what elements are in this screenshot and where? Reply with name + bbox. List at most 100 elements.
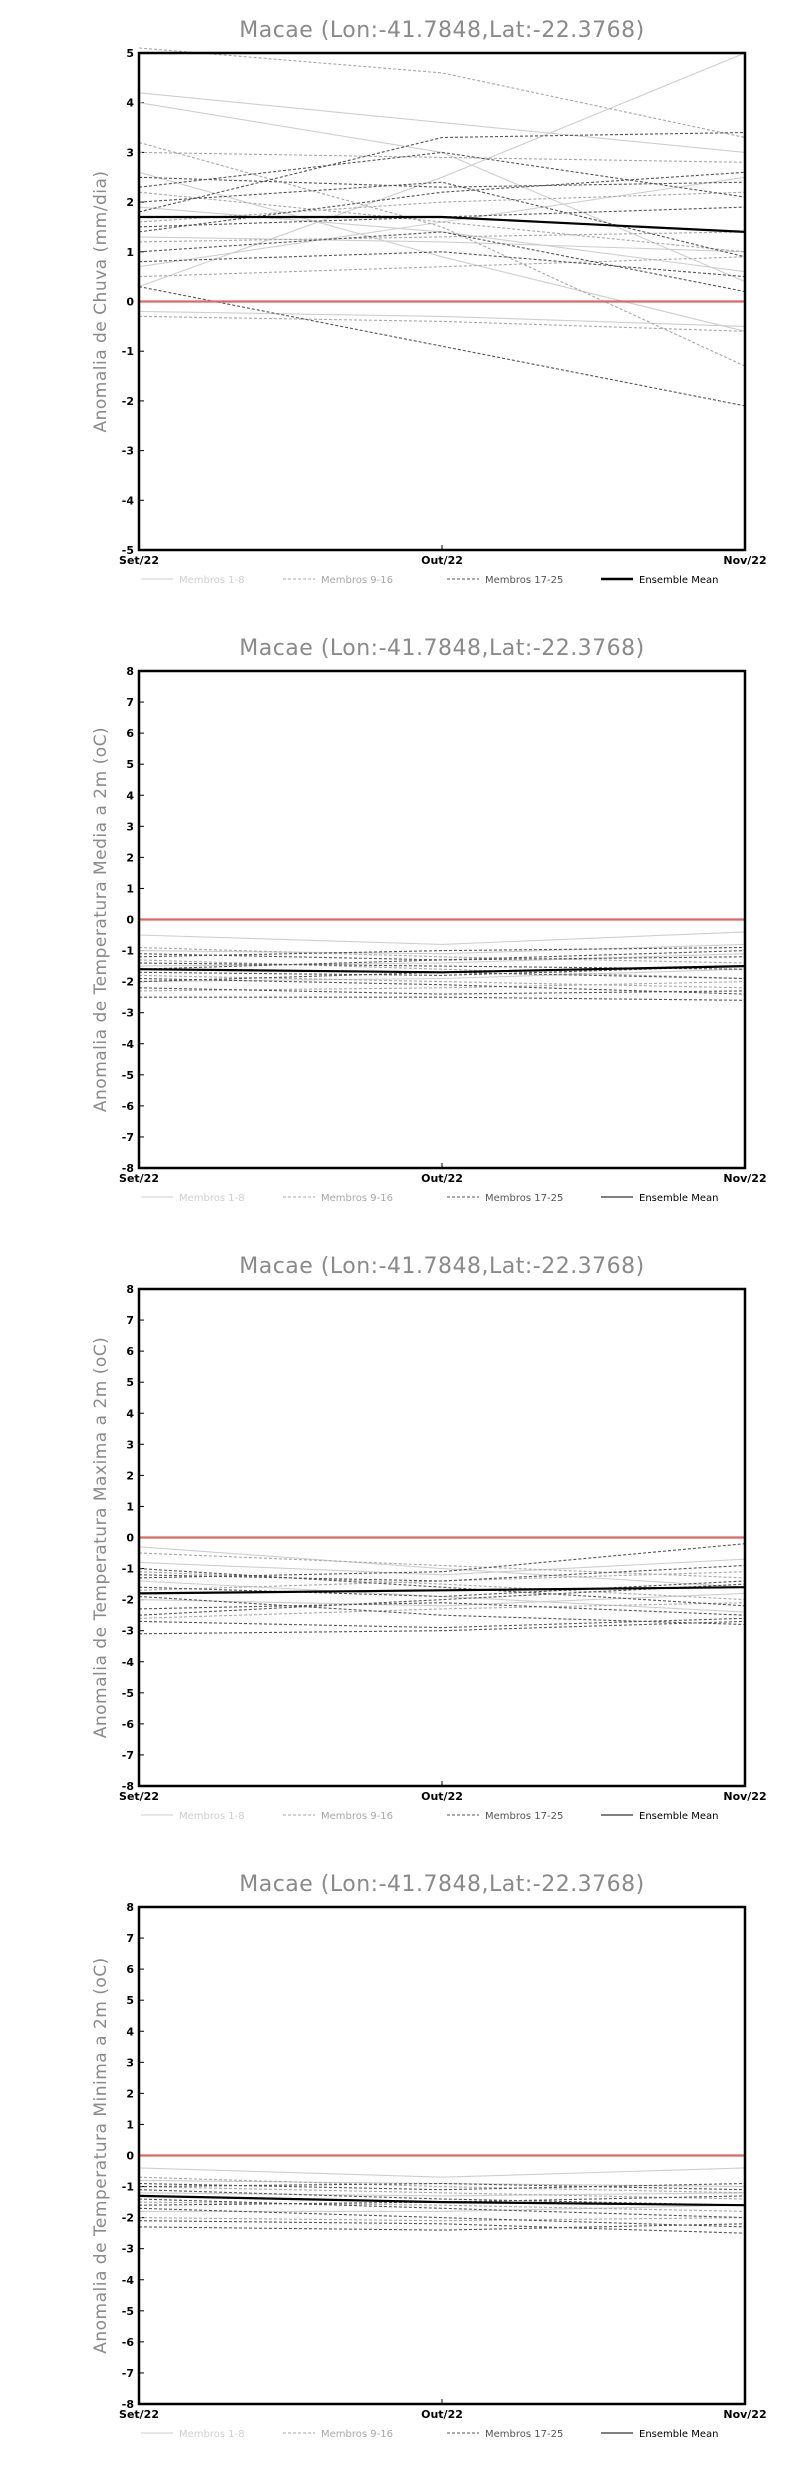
legend-label: Membros 9-16	[321, 2429, 393, 2440]
legend-label: Membros 9-16	[321, 575, 393, 586]
member-line-4	[138, 236, 746, 253]
y-tick-label: 8	[126, 1901, 134, 1914]
y-tick-label: 0	[126, 914, 134, 927]
legend-label: Membros 1-8	[179, 1193, 245, 1204]
ensemble-mean-line	[139, 215, 746, 233]
y-tick-label: 4	[126, 1407, 134, 1420]
member-line-10	[138, 151, 746, 163]
y-tick-label: -7	[122, 1131, 134, 1144]
y-tick-label: -8	[122, 1162, 134, 1175]
member-line-8	[138, 1602, 746, 1619]
chart-title: Macae (Lon:-41.7848,Lat:-22.3768)	[239, 18, 645, 43]
legend-label: Membros 17-25	[485, 1193, 563, 1204]
member-line-7	[138, 1571, 746, 1591]
x-tick-label: Out/22	[421, 554, 463, 567]
y-tick-label: -1	[122, 1563, 134, 1576]
member-line-14	[138, 1617, 746, 1629]
y-tick-label: 0	[126, 1532, 134, 1545]
member-line-3	[138, 1580, 746, 1613]
y-tick-label: 0	[126, 2150, 134, 2163]
member-line-1	[138, 931, 746, 945]
member-line-18	[138, 151, 746, 198]
member-line-14	[138, 2223, 746, 2231]
member-line-21	[138, 206, 746, 228]
y-tick-label: -6	[122, 1718, 135, 1731]
x-tick-label: Nov/22	[723, 1172, 766, 1185]
x-tick-label: Set/22	[119, 2408, 159, 2421]
legend-label: Ensemble Mean	[639, 1811, 718, 1822]
y-tick-label: -8	[122, 1780, 134, 1793]
member-line-3	[138, 953, 746, 967]
y-tick-label: 5	[126, 1376, 134, 1389]
member-line-15	[138, 946, 746, 958]
legend-label: Membros 17-25	[485, 575, 563, 586]
y-tick-label: -3	[122, 2243, 134, 2256]
legend-label: Membros 17-25	[485, 2429, 563, 2440]
y-tick-label: -4	[122, 1656, 135, 1669]
y-tick-label: 3	[126, 2056, 134, 2069]
member-line-8	[138, 171, 746, 332]
member-line-7	[138, 974, 746, 989]
y-tick-label: -4	[122, 1038, 135, 1051]
y-tick-label: 1	[126, 882, 134, 895]
y-tick-label: -2	[122, 395, 134, 408]
y-tick-label: 6	[126, 727, 134, 740]
member-line-13	[138, 987, 746, 995]
y-tick-label: -2	[122, 2212, 134, 2225]
legend-label: Membros 1-8	[179, 575, 245, 586]
y-tick-label: 1	[126, 2118, 134, 2131]
ensemble-mean-line	[138, 965, 746, 974]
member-line-14	[139, 996, 746, 1001]
y-tick-label: 4	[126, 789, 134, 802]
member-line-2	[138, 943, 746, 955]
y-tick-label: -3	[122, 445, 134, 458]
member-line-16	[138, 956, 746, 970]
y-tick-label: -5	[122, 2305, 134, 2318]
chart-panel-1: Macae (Lon:-41.7848,Lat:-22.3768) Anomali…	[91, 18, 767, 586]
plot-frame	[137, 51, 747, 552]
y-tick-label: 5	[126, 758, 134, 771]
y-tick-label: 7	[126, 696, 134, 709]
plot-frame	[137, 1905, 747, 2406]
chart-title: Macae (Lon:-41.7848,Lat:-22.3768)	[239, 1872, 645, 1897]
x-tick-label: Out/22	[421, 1790, 463, 1803]
member-line-23	[138, 176, 746, 188]
y-tick-label: 1	[126, 1500, 134, 1513]
y-tick-label: -6	[122, 1100, 135, 1113]
member-line-2	[138, 102, 746, 283]
y-tick-label: 7	[126, 1932, 134, 1945]
y-tick-label: 2	[126, 2087, 134, 2100]
member-line-1	[138, 2167, 746, 2178]
y-tick-label: -2	[122, 1594, 134, 1607]
y-tick-label: -7	[122, 1749, 134, 1762]
member-line-8	[138, 2217, 746, 2222]
member-line-13	[138, 2220, 746, 2234]
x-tick-label: Nov/22	[723, 2408, 766, 2421]
member-line-7	[138, 2201, 746, 2212]
y-tick-label: 2	[126, 851, 134, 864]
member-line-1	[138, 1546, 746, 1588]
member-line-9	[138, 47, 746, 139]
y-tick-label: 3	[126, 820, 134, 833]
member-line-14	[138, 191, 746, 253]
y-axis-label: Anomalia de Temperatura Maxima a 2m (oC)	[91, 1337, 111, 1739]
y-tick-label: -1	[122, 945, 134, 958]
member-line-5	[138, 1552, 746, 1579]
member-line-3	[138, 52, 746, 288]
member-line-9	[138, 1568, 746, 1607]
y-tick-label: -4	[122, 494, 135, 507]
y-axis-label: Anomalia de Chuva (mm/dia)	[91, 170, 111, 432]
legend-label: Membros 1-8	[179, 1811, 245, 1822]
y-tick-label: -1	[122, 2181, 134, 2194]
y-tick-label: 6	[126, 1963, 134, 1976]
y-tick-label: -4	[122, 2274, 135, 2287]
chart-panel-3: Macae (Lon:-41.7848,Lat:-22.3768) Anomali…	[91, 1254, 767, 1822]
ensemble-mean-line	[138, 2194, 746, 2207]
member-line-6	[138, 959, 746, 980]
member-line-11	[138, 2198, 746, 2219]
member-line-6	[138, 2186, 746, 2200]
chart-title: Macae (Lon:-41.7848,Lat:-22.3768)	[239, 1254, 645, 1279]
legend-label: Membros 9-16	[321, 1193, 393, 1204]
member-line-1	[138, 92, 746, 153]
member-line-15	[138, 2182, 746, 2191]
